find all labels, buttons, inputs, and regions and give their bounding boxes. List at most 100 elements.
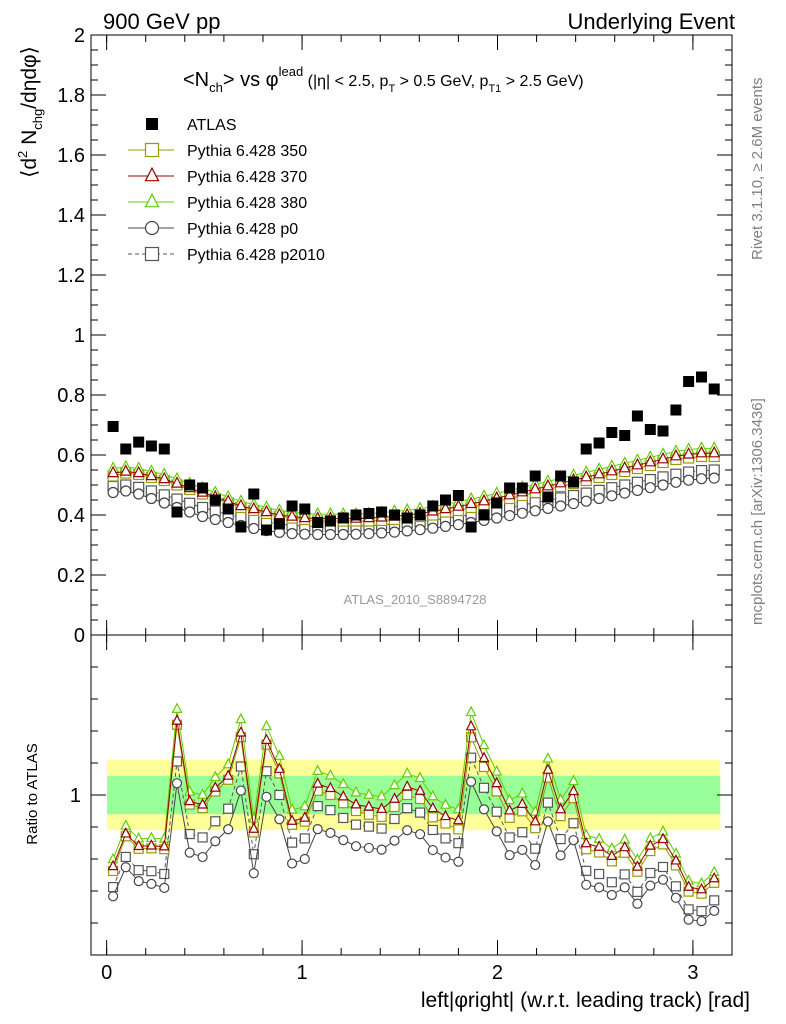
ratio-series-point — [593, 840, 605, 851]
ratio-series-point — [683, 914, 694, 925]
legend: ATLAS Pythia 6.428 350 Pythia 6.428 370 Pyt… — [128, 117, 325, 264]
ratio-series-point — [696, 916, 707, 927]
series-point — [670, 476, 682, 488]
series-point — [145, 492, 157, 505]
data-point — [248, 488, 260, 500]
data-point — [388, 509, 400, 521]
ratio-series-point — [542, 797, 554, 808]
x-tick-label: 3 — [687, 962, 698, 984]
ratio-series-point — [670, 854, 682, 865]
ratio-series-point — [427, 844, 438, 856]
data-point — [593, 437, 605, 449]
ratio-series-point — [223, 803, 234, 814]
data-point — [478, 509, 490, 521]
ratio-series-point — [606, 877, 617, 888]
legend-marker — [144, 142, 160, 158]
ratio-series-point — [581, 879, 592, 890]
ratio-inner-band — [107, 775, 721, 815]
ratio-series-point — [504, 803, 516, 815]
ratio-series-point — [427, 812, 438, 823]
series-point — [401, 525, 413, 537]
data-point — [683, 376, 695, 387]
data-point — [401, 512, 413, 524]
analysis-tag: ATLAS_2010_S8894728 — [344, 592, 487, 607]
ratio-series-point — [363, 821, 374, 832]
ratio-series-point — [235, 726, 247, 737]
ratio-y-tick-label: 1 — [70, 785, 81, 807]
ratio-series-point — [299, 833, 310, 844]
ratio-series-point — [120, 827, 132, 838]
ratio-series-point — [107, 859, 119, 871]
series-point — [439, 501, 452, 514]
series-point — [695, 445, 708, 458]
ratio-series-point — [530, 843, 541, 854]
ratio-series-point — [619, 882, 630, 893]
ratio-series-point — [453, 838, 464, 849]
ratio-series-point — [248, 822, 260, 833]
ratio-series-point — [120, 862, 131, 873]
series-point — [541, 478, 554, 491]
series-point — [299, 528, 311, 540]
ratio-series-point — [619, 869, 630, 880]
legend-item: Pythia 6.428 p0 — [128, 220, 298, 238]
ratio-series-point — [606, 889, 617, 901]
ratio-series-point — [708, 871, 720, 883]
ratio-series-point — [542, 752, 554, 763]
ratio-series-point — [516, 786, 528, 798]
ratio-series-point — [594, 882, 605, 893]
series-point — [286, 527, 298, 540]
data-point — [529, 470, 541, 482]
data-point — [299, 503, 311, 515]
legend-marker — [144, 220, 160, 236]
ratio-series-point — [235, 712, 247, 724]
series-point — [504, 509, 516, 522]
ratio-series-point — [645, 867, 656, 879]
ratio-series-point — [414, 784, 426, 795]
series-point — [529, 505, 541, 517]
legend-item: Pythia 6.428 370 — [128, 166, 307, 186]
ratio-series-point — [312, 764, 324, 775]
ratio-y-axis-label: Ratio to ATLAS — [24, 743, 41, 844]
series-point — [350, 528, 362, 540]
ratio-series-point — [286, 837, 298, 848]
series-point — [184, 506, 196, 518]
ratio-series-point — [594, 868, 605, 880]
data-point — [452, 490, 464, 501]
ratio-series-point — [414, 771, 426, 783]
data-point — [580, 443, 592, 455]
ratio-series-point — [555, 833, 566, 845]
y-tick-label: 0.2 — [57, 565, 85, 587]
ratio-series-point — [171, 778, 183, 789]
ratio-series-point — [631, 860, 643, 871]
series-point — [555, 500, 567, 512]
ratio-series-point — [184, 828, 195, 840]
ratio-series-point — [440, 852, 451, 863]
mcplots-credit-text: mcplots.cern.ch [arXiv:1306.3436] — [749, 398, 766, 625]
ratio-series-point — [312, 777, 324, 788]
ratio-series-point — [261, 733, 272, 744]
ratio-series-point — [389, 801, 400, 813]
data-point — [107, 421, 119, 432]
series-point — [478, 493, 490, 506]
series-point — [388, 526, 401, 538]
ratio-series-point — [632, 886, 643, 897]
ratio-series-point — [683, 904, 694, 915]
legend-label: ATLAS — [187, 117, 237, 134]
series-point — [247, 501, 260, 514]
legend-marker — [144, 192, 160, 208]
ratio-series-point — [453, 824, 464, 835]
ratio-series-point — [133, 875, 144, 887]
y-tick-label: 1 — [74, 325, 85, 347]
ratio-series-point — [376, 823, 387, 834]
series-point — [695, 473, 708, 485]
ratio-series-point — [350, 797, 362, 809]
data-point — [363, 508, 375, 519]
series-point — [452, 499, 465, 511]
legend-marker — [146, 118, 158, 130]
ratio-series-point — [210, 816, 221, 827]
data-point — [555, 470, 567, 482]
data-point — [286, 500, 298, 512]
data-point — [491, 497, 503, 509]
legend-item: Pythia 6.428 350 — [128, 142, 307, 160]
